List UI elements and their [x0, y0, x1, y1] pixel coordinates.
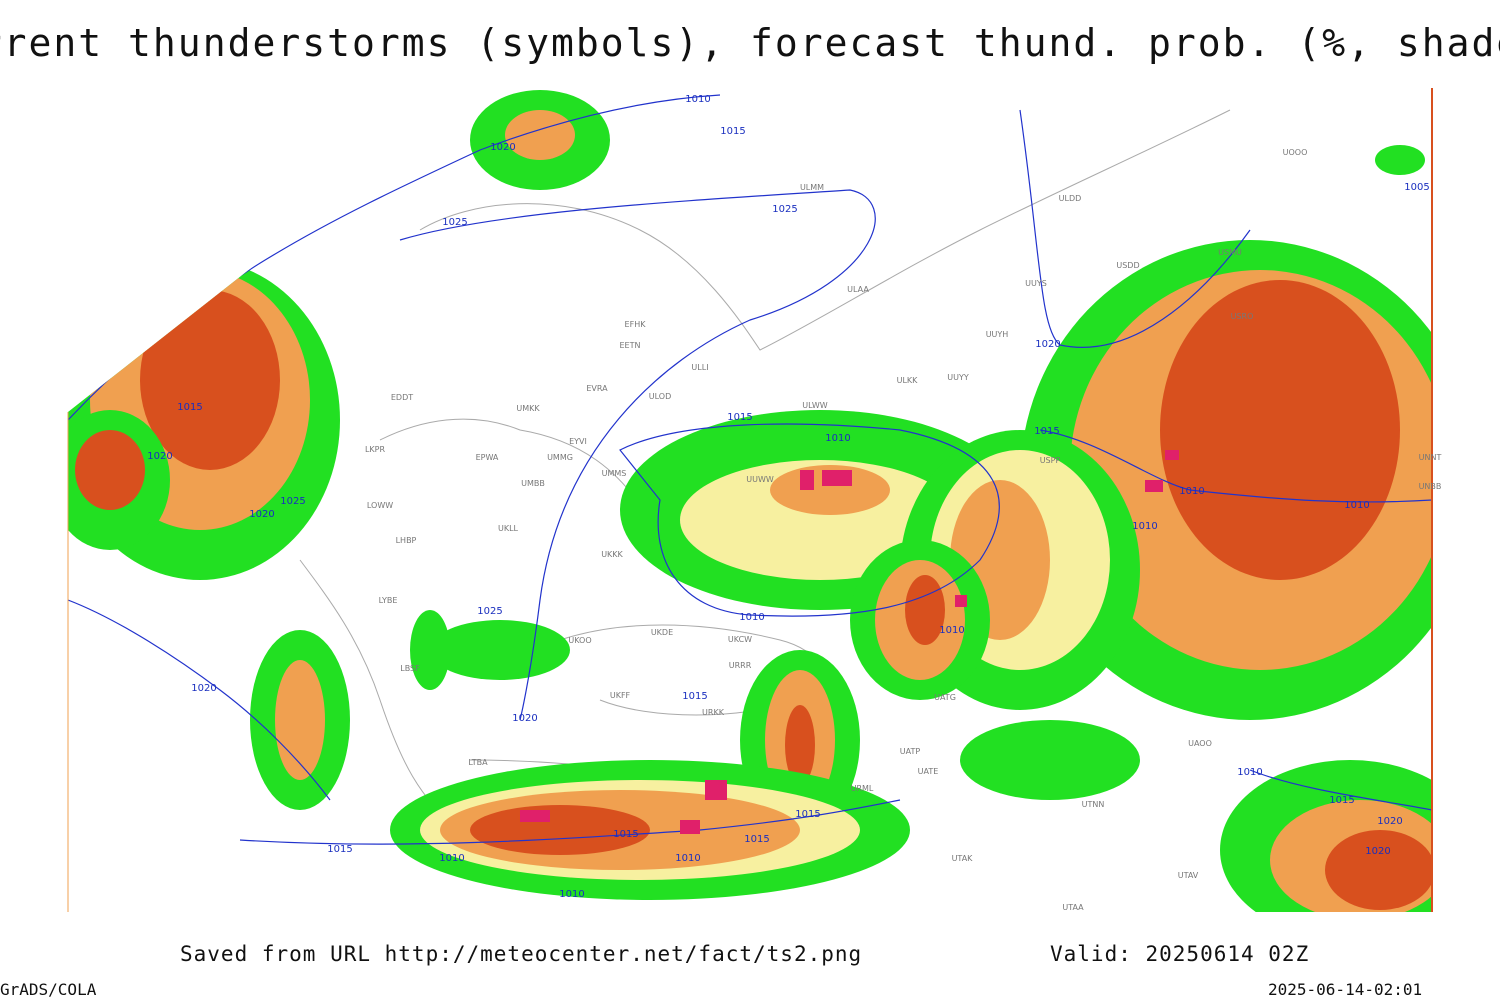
isobar-label: 1010: [1344, 500, 1369, 511]
isobar-label: 1025: [442, 217, 467, 228]
station-label: UMMS: [602, 469, 627, 478]
isobar-label: 1015: [613, 829, 638, 840]
station-label: USDD: [1116, 261, 1139, 270]
station-label: UATP: [900, 747, 921, 756]
map-labels: 1010 1015 1020 1025 1025 1015 1020 1025 1020 1015…: [147, 94, 1441, 912]
isobar-label: 1010: [685, 94, 710, 105]
isobar-label: 1020: [1035, 339, 1060, 350]
valid-time: Valid: 20250614 02Z: [1050, 942, 1309, 966]
station-label: USPP: [1040, 456, 1061, 465]
isobar-label: 1010: [739, 612, 764, 623]
isobar-label: 1010: [1237, 767, 1262, 778]
isobar-label: 1010: [939, 625, 964, 636]
station-label: URRR: [729, 661, 752, 670]
isobar-label: 1025: [772, 204, 797, 215]
isobar-label: 1010: [1179, 486, 1204, 497]
isobar-label: 1020: [147, 451, 172, 462]
isobar-label: 1015: [720, 126, 745, 137]
station-label: UKCW: [728, 635, 752, 644]
station-label: UUYH: [986, 330, 1009, 339]
isobar-label: 1010: [559, 889, 584, 900]
isobar-label: 1010: [1132, 521, 1157, 532]
isobar-label: 1015: [682, 691, 707, 702]
isobar-label: 1010: [439, 853, 464, 864]
station-label: USRO: [1231, 312, 1254, 321]
timestamp: 2025-06-14-02:01: [1268, 980, 1422, 999]
probability-shading: [68, 90, 1432, 912]
station-label: ULLI: [691, 363, 708, 372]
station-label: UKFF: [610, 691, 631, 700]
station-label: UNBB: [1419, 482, 1442, 491]
station-label: UMKK: [516, 404, 540, 413]
isobar-label: 1020: [512, 713, 537, 724]
isobar-label: 1015: [327, 844, 352, 855]
station-label: UMBB: [521, 479, 545, 488]
isobar-label: 1020: [490, 142, 515, 153]
isobar-label: 1015: [795, 809, 820, 820]
station-label: USMU: [1218, 248, 1242, 257]
station-label: ULMM: [800, 183, 824, 192]
station-label: UNNT: [1419, 453, 1442, 462]
isobar-label: 1020: [191, 683, 216, 694]
station-label: EPWA: [476, 453, 499, 462]
software: GrADS/COLA: [0, 980, 97, 999]
station-label: UUYY: [947, 373, 969, 382]
station-label: UKKK: [601, 550, 623, 559]
isobars: [68, 94, 1432, 845]
station-label: UAOO: [1188, 739, 1212, 748]
station-label: UATG: [934, 693, 956, 702]
isobar-label: 1010: [675, 853, 700, 864]
station-label: UTAK: [952, 854, 974, 863]
isobar-label: 1020: [1365, 846, 1390, 857]
station-label: UUWW: [746, 475, 774, 484]
isobar-label: 1025: [280, 496, 305, 507]
station-label: EETN: [620, 341, 641, 350]
station-label: UMMG: [547, 453, 573, 462]
isobar-label: 1025: [477, 606, 502, 617]
station-label: EFHK: [625, 320, 647, 329]
station-label: LOWW: [367, 501, 393, 510]
station-label: UKLL: [498, 524, 519, 533]
station-label: EYVI: [569, 437, 587, 446]
station-label: ULDD: [1059, 194, 1082, 203]
station-label: UOOO: [1283, 148, 1308, 157]
station-label: URML: [851, 784, 874, 793]
title: Current thunderstorms (symbols), forecas…: [0, 21, 1500, 65]
isobar-label: 1005: [1404, 182, 1429, 193]
storm-symbols: [520, 450, 1179, 834]
station-label: LBSF: [400, 664, 420, 673]
isobar-label: 1015: [744, 834, 769, 845]
station-label: UKDE: [651, 628, 673, 637]
map-area: [68, 88, 1432, 912]
station-label: ULKK: [897, 376, 919, 385]
isobar-label: 1020: [1377, 816, 1402, 827]
station-label: UTAV: [1178, 871, 1199, 880]
station-label: ULOD: [649, 392, 671, 401]
station-label: LKPR: [365, 445, 386, 454]
station-label: LYBE: [379, 596, 398, 605]
station-label: LTBA: [468, 758, 488, 767]
isobar-label: 1020: [249, 509, 274, 520]
isobar-label: 1015: [177, 402, 202, 413]
station-label: UKOO: [568, 636, 591, 645]
station-label: UATE: [918, 767, 939, 776]
isobar-label: 1015: [1034, 426, 1059, 437]
station-label: UTNN: [1082, 800, 1105, 809]
station-label: URKK: [702, 708, 725, 717]
station-label: LHBP: [396, 536, 417, 545]
isobar-label: 1015: [1329, 795, 1354, 806]
station-label: ULAA: [847, 285, 869, 294]
station-label: ULWW: [802, 401, 827, 410]
station-label: UUYS: [1025, 279, 1047, 288]
isobar-label: 1015: [727, 412, 752, 423]
station-label: EVRA: [586, 384, 608, 393]
station-label: EDDT: [391, 393, 413, 402]
station-label: UTAA: [1062, 903, 1084, 912]
source-url: Saved from URL http://meteocenter.net/fa…: [180, 942, 862, 966]
isobar-label: 1010: [825, 433, 850, 444]
